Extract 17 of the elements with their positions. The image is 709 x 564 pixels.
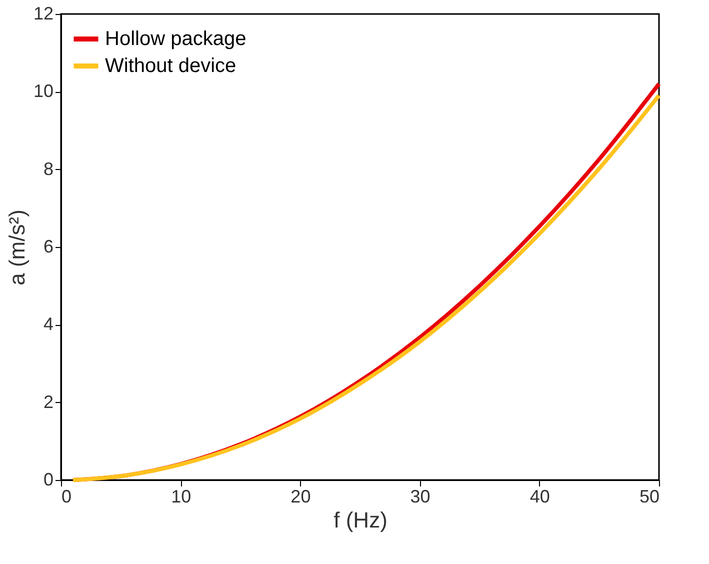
y-tick-label: 0 bbox=[43, 470, 54, 490]
x-tick-label: 10 bbox=[171, 486, 192, 506]
x-tick-label: 20 bbox=[290, 486, 311, 506]
x-tick-label: 0 bbox=[62, 486, 72, 506]
y-axis-title: a (m/s²) bbox=[4, 210, 30, 286]
x-tick-label: 30 bbox=[410, 486, 430, 506]
x-tick-label: 40 bbox=[530, 486, 550, 506]
legend-label: Without device bbox=[105, 55, 236, 77]
y-tick-label: 12 bbox=[33, 4, 54, 24]
x-axis-title: f (Hz) bbox=[334, 508, 388, 532]
y-tick-label: 6 bbox=[43, 236, 54, 256]
legend-label: Hollow package bbox=[105, 28, 246, 50]
x-tick-label: 50 bbox=[639, 486, 660, 506]
y-tick-label: 2 bbox=[43, 392, 54, 412]
y-tick-label: 10 bbox=[33, 81, 54, 102]
y-tick-label: 4 bbox=[43, 314, 54, 334]
y-tick-label: 8 bbox=[43, 158, 54, 179]
